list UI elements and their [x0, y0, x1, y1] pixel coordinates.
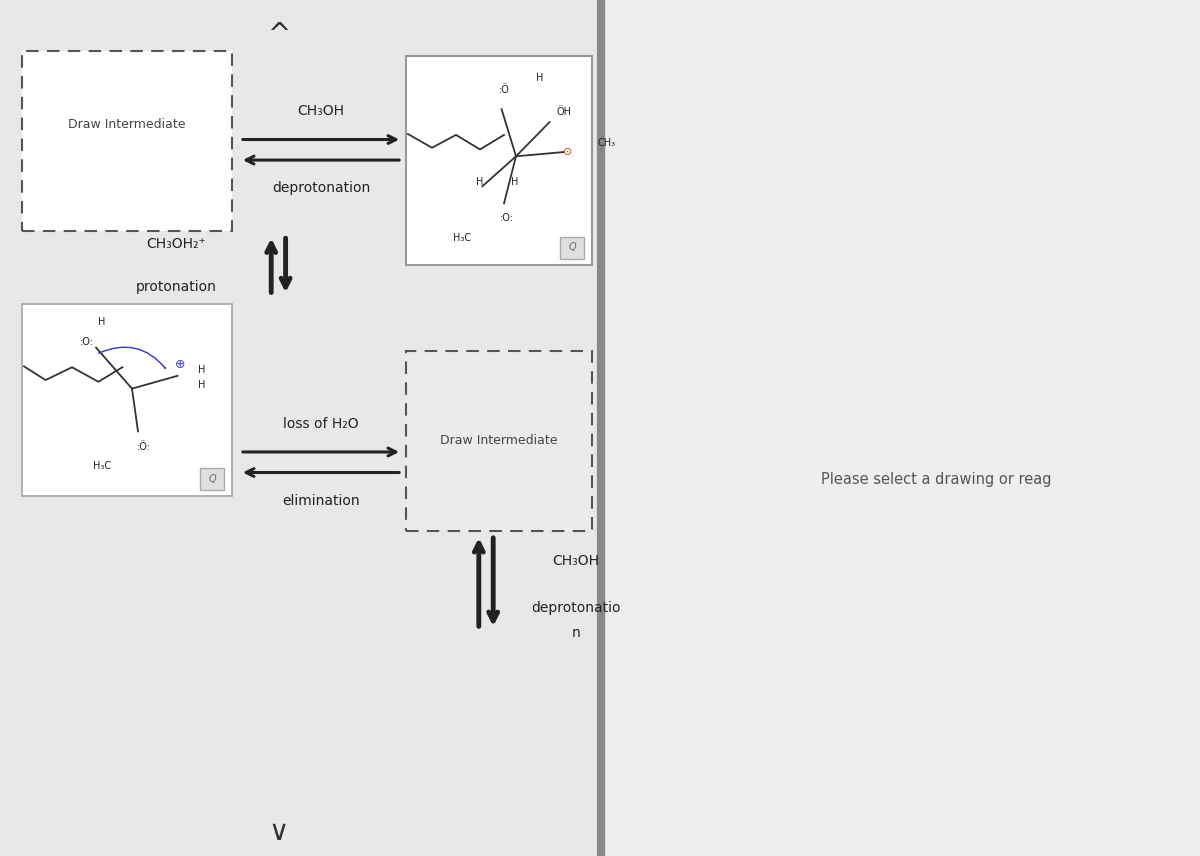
Bar	[22, 51, 232, 231]
Text: protonation: protonation	[136, 280, 217, 294]
Text: Draw Intermediate: Draw Intermediate	[68, 117, 185, 131]
Text: ∨: ∨	[269, 817, 288, 846]
Text: ^: ^	[266, 21, 290, 50]
Bar	[406, 351, 592, 531]
Text: :O:: :O:	[79, 336, 94, 347]
Text: deprotonatio: deprotonatio	[532, 601, 620, 615]
Text: deprotonation: deprotonation	[272, 181, 370, 195]
Text: ⊙: ⊙	[563, 147, 572, 157]
FancyArrowPatch shape	[98, 348, 166, 368]
Text: H₃C: H₃C	[92, 461, 112, 471]
Text: H: H	[98, 317, 106, 327]
Text: CH₃OH: CH₃OH	[552, 554, 600, 568]
Text: :Ö: :Ö	[498, 85, 510, 94]
Text: loss of H₂O: loss of H₂O	[283, 417, 359, 431]
Text: ÖH: ÖH	[557, 107, 571, 116]
Bar	[596, 0, 1200, 856]
Text: H: H	[536, 73, 544, 82]
Text: :Ö:: :Ö:	[137, 442, 151, 452]
Bar	[200, 468, 224, 490]
Text: :O:: :O:	[499, 213, 514, 223]
Text: CH₃OH: CH₃OH	[298, 104, 344, 118]
Text: Q: Q	[569, 242, 576, 253]
Text: H: H	[198, 365, 205, 375]
Bar	[406, 56, 592, 265]
Text: Please select a drawing or reag: Please select a drawing or reag	[821, 472, 1051, 487]
Text: Draw Intermediate: Draw Intermediate	[440, 434, 557, 448]
Bar	[22, 304, 232, 496]
Text: ⊕: ⊕	[175, 358, 185, 372]
Text: Q: Q	[209, 473, 216, 484]
Text: H: H	[198, 380, 205, 390]
Text: CH₃OH₂⁺: CH₃OH₂⁺	[146, 237, 206, 251]
Text: CH₃: CH₃	[598, 139, 616, 148]
Text: H₃C: H₃C	[452, 233, 472, 242]
Text: H: H	[511, 177, 518, 187]
Text: elimination: elimination	[282, 494, 360, 508]
Text: n: n	[571, 627, 581, 640]
Bar	[0, 0, 596, 856]
Text: H: H	[476, 177, 484, 187]
Bar	[560, 237, 584, 259]
